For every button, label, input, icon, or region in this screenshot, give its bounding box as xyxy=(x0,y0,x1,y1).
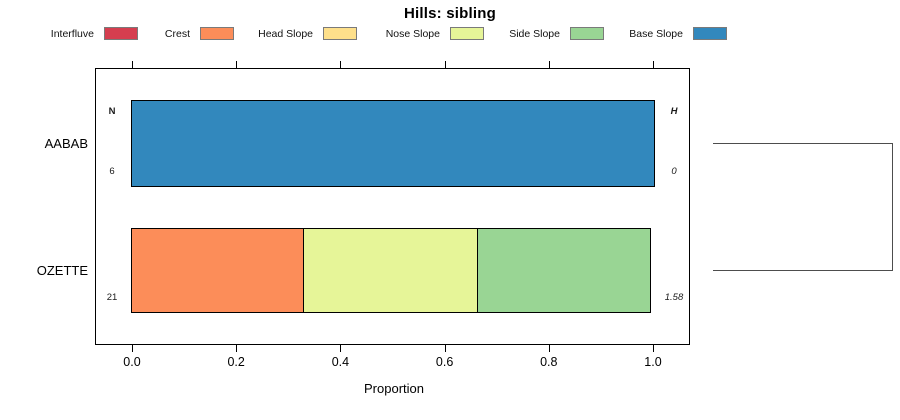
legend-item-nose-slope: Nose Slope xyxy=(386,27,484,40)
entropy-column-header: H xyxy=(670,106,678,117)
x-axis-tick-label: 0.8 xyxy=(540,355,558,369)
legend-label: Side Slope xyxy=(509,27,560,40)
legend-item-head-slope: Head Slope xyxy=(258,27,357,40)
bar-segment-crest xyxy=(130,228,305,313)
x-axis-tick-top xyxy=(236,61,238,68)
legend-label: Nose Slope xyxy=(385,27,440,40)
x-axis-tick-bottom xyxy=(548,345,550,352)
legend-label: Head Slope xyxy=(258,27,313,40)
legend-swatch-icon xyxy=(104,27,138,40)
legend-swatch-icon xyxy=(450,27,484,40)
x-axis-tick-label: 1.0 xyxy=(644,355,662,369)
legend-item-interfluve: Interfluve xyxy=(51,27,138,40)
x-axis-tick-label: 0.2 xyxy=(227,355,245,369)
legend-label: Base Slope xyxy=(629,27,683,40)
x-axis-label: Proportion xyxy=(364,381,424,396)
plot-frame xyxy=(95,68,690,345)
count-value: 6 xyxy=(109,166,115,177)
x-axis-tick-top xyxy=(340,61,342,68)
x-axis-tick-top xyxy=(653,61,654,68)
entropy-value: 0 xyxy=(671,166,677,177)
legend-swatch-icon xyxy=(570,27,604,40)
x-axis-tick-bottom xyxy=(444,345,446,352)
x-axis-tick-bottom xyxy=(653,345,654,352)
x-axis-tick-bottom xyxy=(340,345,342,352)
bar-row-ozette xyxy=(130,228,655,313)
bar-row-aabab xyxy=(130,100,655,187)
x-axis-tick-bottom xyxy=(132,345,133,352)
legend-item-base-slope: Base Slope xyxy=(629,27,727,40)
category-label-aabab: AABAB xyxy=(44,136,88,151)
dendrogram-join xyxy=(892,143,893,271)
x-axis-tick-label: 0.6 xyxy=(435,355,454,369)
x-axis-tick-top xyxy=(548,61,550,68)
bar-segment-base-slope xyxy=(130,100,655,187)
x-axis-tick-top xyxy=(132,61,133,68)
count-value: 21 xyxy=(106,292,118,303)
dendrogram-branch-top xyxy=(713,143,893,144)
x-axis-tick-bottom xyxy=(236,345,238,352)
bar-segment-nose-slope xyxy=(303,228,479,313)
category-label-ozette: OZETTE xyxy=(36,263,88,278)
chart-title: Hills: sibling xyxy=(404,5,496,22)
legend-swatch-icon xyxy=(200,27,234,40)
count-column-header: N xyxy=(108,106,116,117)
x-axis-tick-label: 0.0 xyxy=(123,355,141,369)
legend-item-side-slope: Side Slope xyxy=(509,27,604,40)
legend-swatch-icon xyxy=(323,27,357,40)
bar-segment-side-slope xyxy=(477,228,652,313)
legend-item-crest: Crest xyxy=(165,27,234,40)
legend-label: Interfluve xyxy=(50,27,94,40)
entropy-value: 1.58 xyxy=(664,292,684,303)
legend-swatch-icon xyxy=(693,27,727,40)
x-axis-tick-top xyxy=(444,61,446,68)
x-axis-tick-label: 0.4 xyxy=(331,355,350,369)
dendrogram-branch-bottom xyxy=(713,270,893,271)
legend-label: Crest xyxy=(164,27,190,40)
